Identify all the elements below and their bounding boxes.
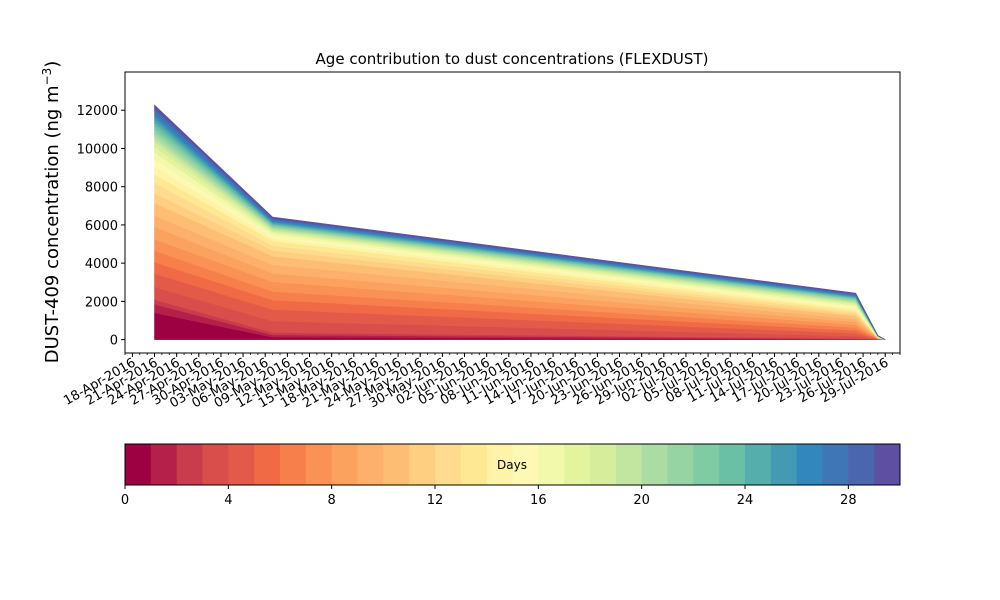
- colorbar-swatch: [202, 444, 229, 485]
- colorbar-label: Days: [497, 458, 527, 472]
- colorbar-swatch: [357, 444, 384, 485]
- colorbar-swatch: [667, 444, 694, 485]
- colorbar-swatch: [512, 444, 539, 485]
- colorbar-tick-label: 20: [633, 493, 650, 508]
- colorbar-swatch: [176, 444, 203, 485]
- y-axis: 0 2000 4000 6000 8000 10000 12000: [77, 104, 125, 349]
- colorbar-swatch: [590, 444, 617, 485]
- y-tick-label: 8000: [85, 181, 118, 196]
- colorbar-swatch: [331, 444, 358, 485]
- colorbar-tick-label: 12: [427, 493, 444, 508]
- colorbar-tick-label: 4: [224, 493, 232, 508]
- colorbar-swatch: [874, 444, 901, 485]
- colorbar-ticks: 0 4 8 12 16 20 24 28: [121, 485, 857, 508]
- colorbar-swatch: [305, 444, 333, 485]
- area-series-day-29: [154, 104, 886, 340]
- y-axis-label-close: ): [42, 61, 63, 68]
- colorbar-swatch: [615, 444, 643, 485]
- colorbar-swatch: [796, 444, 823, 485]
- colorbar-swatch: [719, 444, 746, 485]
- y-tick-label: 12000: [77, 104, 118, 119]
- colorbar-swatch: [460, 444, 488, 485]
- colorbar-tick-label: 0: [121, 493, 129, 508]
- colorbar-swatch: [150, 444, 178, 485]
- colorbar-swatch: [770, 444, 798, 485]
- colorbar: [124, 443, 901, 486]
- colorbar-swatch: [254, 444, 281, 485]
- y-tick-label: 4000: [85, 257, 118, 272]
- y-tick-label: 0: [110, 334, 118, 349]
- colorbar-swatch: [822, 444, 849, 485]
- colorbar-tick-label: 28: [840, 493, 857, 508]
- colorbar-swatch: [125, 444, 152, 485]
- chart-title: Age contribution to dust concentrations …: [316, 50, 709, 68]
- colorbar-swatch: [435, 444, 462, 485]
- colorbar-swatch: [228, 444, 255, 485]
- y-tick-label: 2000: [85, 295, 118, 310]
- colorbar-frame: [124, 443, 901, 486]
- colorbar-tick-label: 24: [737, 493, 754, 508]
- colorbar-swatch: [564, 444, 591, 485]
- y-axis-label: DUST-409 concentration (ng m−3): [40, 61, 63, 364]
- colorbar-swatch: [280, 444, 307, 485]
- plot-frame: [124, 71, 901, 354]
- colorbar-swatch: [383, 444, 410, 485]
- colorbar-swatch: [538, 444, 565, 485]
- y-axis-label-main: DUST-409 concentration (ng m: [42, 85, 63, 363]
- y-tick-label: 6000: [85, 219, 118, 234]
- colorbar-swatch: [486, 444, 513, 485]
- x-axis: 18-Apr-201621-Apr-201624-Apr-201627-Apr-…: [61, 353, 901, 411]
- colorbar-tick-label: 16: [530, 493, 547, 508]
- colorbar-tick-label: 8: [328, 493, 336, 508]
- colorbar-swatch: [409, 444, 436, 485]
- stacked-areas: [154, 104, 886, 340]
- colorbar-swatch: [848, 444, 875, 485]
- y-tick-label: 10000: [77, 142, 118, 157]
- colorbar-swatch: [693, 444, 720, 485]
- colorbar-swatch: [641, 444, 668, 485]
- colorbar-swatch: [745, 444, 772, 485]
- y-axis-label-exponent: −3: [40, 68, 54, 86]
